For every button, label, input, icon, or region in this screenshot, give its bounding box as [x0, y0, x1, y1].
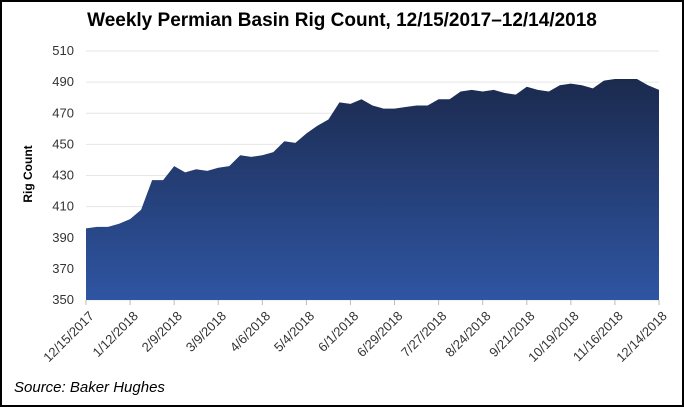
- y-tick-label: 510: [52, 43, 74, 58]
- x-tick-label: 5/4/2018: [271, 308, 317, 354]
- y-tick-label: 450: [52, 136, 74, 151]
- x-tick-label: 7/27/2018: [398, 308, 450, 360]
- x-tick-label: 12/15/2017: [40, 308, 97, 365]
- x-tick-label: 6/29/2018: [354, 308, 406, 360]
- x-tick-label: 1/12/2018: [89, 308, 141, 360]
- y-tick-label: 490: [52, 74, 74, 89]
- x-tick-label: 4/6/2018: [227, 308, 273, 354]
- chart-title: Weekly Permian Basin Rig Count, 12/15/20…: [87, 10, 597, 31]
- x-tick-label: 3/9/2018: [183, 308, 229, 354]
- y-tick-label: 410: [52, 199, 74, 214]
- x-tick-label: 2/9/2018: [139, 308, 185, 354]
- y-tick-label: 350: [52, 292, 74, 307]
- y-axis-title: Rig Count: [21, 145, 35, 202]
- y-axis-ticks: 350 370 390 410 430 450 470 490 510: [52, 43, 74, 307]
- y-tick-label: 430: [52, 168, 74, 183]
- y-tick-label: 390: [52, 230, 74, 245]
- source-note: Source: Baker Hughes: [14, 379, 165, 396]
- y-tick-label: 370: [52, 261, 74, 276]
- y-tick-label: 470: [52, 105, 74, 120]
- x-axis-ticks: 12/15/20171/12/20182/9/20183/9/20184/6/2…: [40, 300, 670, 365]
- rig-count-area: [86, 79, 659, 300]
- x-tick-label: 8/24/2018: [442, 308, 494, 360]
